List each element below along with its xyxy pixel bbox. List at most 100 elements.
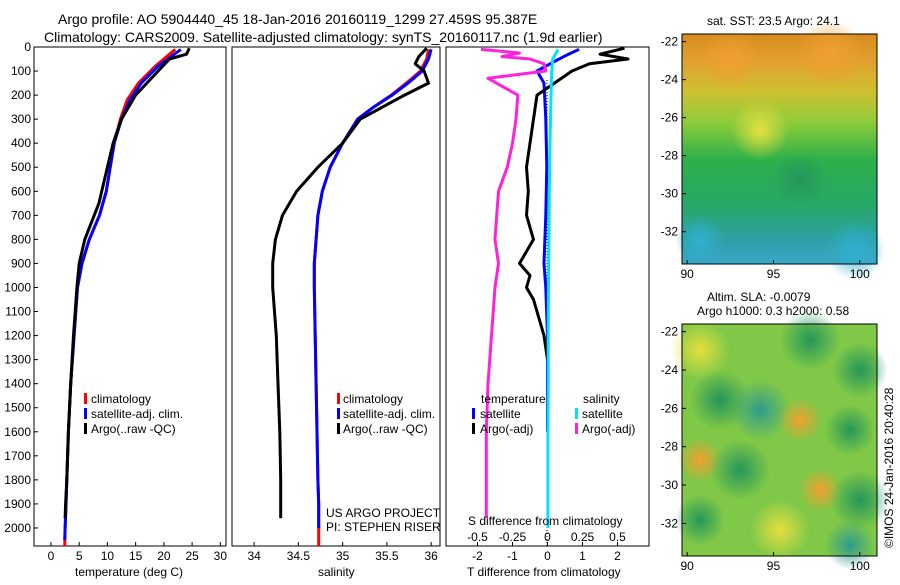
depth-tick-label: 1600 xyxy=(4,425,31,439)
series-line-satellite-adj-clim- xyxy=(312,49,433,528)
x-tick-label: 30 xyxy=(214,549,228,563)
figure-title-line1: Argo profile: AO 5904440_45 18-Jan-2016 … xyxy=(58,11,537,27)
legend-swatch-temp-argo xyxy=(472,423,475,434)
depth-tick-label: 1400 xyxy=(4,377,31,391)
x-tick-label: 2 xyxy=(614,549,621,563)
map-x-tick-label: 100 xyxy=(850,267,870,281)
map-x-tick-label: 95 xyxy=(767,559,781,573)
sla-map-texture xyxy=(670,310,890,570)
legend-label-climatology: climatology xyxy=(343,392,403,406)
sst-map-frame xyxy=(681,33,878,265)
depth-tick-label: 0 xyxy=(24,40,31,54)
map-y-tick-label: -32 xyxy=(661,516,679,530)
series-line-salinity-argo-adj- xyxy=(480,47,548,519)
depth-tick-label: 1700 xyxy=(4,449,31,463)
x-tick-label: -2 xyxy=(472,549,483,563)
map-y-tick-label: -26 xyxy=(661,111,679,125)
sst-map-panel: sat. SST: 23.5 Argo: 24.1 90 95 100 -22 -24 -… xyxy=(661,14,885,281)
sst-map-texture xyxy=(675,20,885,280)
map-x-tick-label: 90 xyxy=(680,267,694,281)
depth-tick-label: 100 xyxy=(11,64,31,78)
map-y-tick-label: -28 xyxy=(661,149,679,163)
x-tick-label: 1 xyxy=(579,549,586,563)
depth-tick-label: 200 xyxy=(11,88,31,102)
temperature-axes-frame xyxy=(33,46,227,547)
figure-title-line2: Climatology: CARS2009. Satellite-adjuste… xyxy=(44,29,602,45)
series-line-salinity-satellite xyxy=(546,48,560,528)
imos-credit: ©IMOS 24-Jan-2016 20:40:28 xyxy=(882,387,896,548)
legend-label-argo: Argo(..raw -QC) xyxy=(343,422,428,436)
x-tick-label: 10 xyxy=(101,549,115,563)
x-tick-label: 35 xyxy=(336,549,350,563)
s-difference-tick-labels: -0.5 -0.25 0 0.25 0.5 xyxy=(467,530,626,544)
legend-label-temp-satellite: satellite xyxy=(480,407,521,421)
legend-swatch-temp-satellite xyxy=(472,408,475,419)
legend-swatch-sal-satellite xyxy=(575,408,578,419)
map-y-tick-label: -30 xyxy=(661,478,679,492)
sla-map-panel: Altim. SLA: -0.0079 Argo h1000: 0.3 h200… xyxy=(661,290,890,573)
x-tick-label: 20 xyxy=(157,549,171,563)
temperature-tick-labels: 0 5 10 15 20 25 30 xyxy=(48,542,228,563)
map-y-tick-label: -26 xyxy=(661,401,679,415)
s-difference-axis-label: S difference from climatology xyxy=(468,514,623,528)
x-tick-label: 15 xyxy=(129,549,143,563)
x-tick-label: 34 xyxy=(247,549,261,563)
map-y-tick-label: -24 xyxy=(661,73,679,87)
sla-map-frame xyxy=(681,323,878,557)
sst-map-title: sat. SST: 23.5 Argo: 24.1 xyxy=(707,14,840,28)
difference-legend: temperature salinity satellite Argo(-adj… xyxy=(472,392,635,436)
map-y-tick-label: -22 xyxy=(661,35,679,49)
sla-map-tick-labels: 90 95 100 -22 -24 -26 -28 -30 -32 xyxy=(661,325,870,573)
legend-label-climatology: climatology xyxy=(91,392,151,406)
legend-swatch-argo xyxy=(337,423,340,434)
salinity-axis-label: salinity xyxy=(318,565,355,579)
series-line-satellite-adj-clim- xyxy=(63,48,182,541)
salinity-legend: climatology satellite-adj. clim. Argo(..… xyxy=(337,392,435,436)
project-annotation: US ARGO PROJECT xyxy=(326,506,441,520)
s-tick-label: -0.25 xyxy=(499,530,527,544)
difference-panel: -2 -1 0 1 2 -0.5 -0.25 0 0.25 0.5 S difference f… xyxy=(445,46,650,579)
x-tick-label: 5 xyxy=(76,549,83,563)
legend-swatch-climatology xyxy=(84,393,87,404)
s-tick-label: 0.25 xyxy=(571,530,595,544)
x-tick-label: 0 xyxy=(544,549,551,563)
depth-tick-labels: 0 100 200 300 400 500 600 700 800 900 1000 1100 1200… xyxy=(4,40,38,535)
series-line-argo-raw-qc- xyxy=(63,47,191,519)
t-difference-tick-labels: -2 -1 0 1 2 xyxy=(472,542,621,563)
temperature-legend: climatology satellite-adj. clim. Argo(..… xyxy=(84,392,183,436)
depth-tick-label: 1500 xyxy=(4,401,31,415)
map-x-tick-label: 100 xyxy=(850,559,870,573)
sst-map-tick-labels: 90 95 100 -22 -24 -26 -28 -30 -32 xyxy=(661,35,870,281)
salinity-series xyxy=(271,47,433,546)
sla-map-title: Altim. SLA: -0.0079 xyxy=(707,290,811,304)
x-tick-label: 34.5 xyxy=(287,549,311,563)
pi-annotation: PI: STEPHEN RISER xyxy=(326,520,441,534)
depth-tick-label: 800 xyxy=(11,232,31,246)
depth-tick-label: 500 xyxy=(11,160,31,174)
legend-swatch-satellite xyxy=(84,408,87,419)
depth-tick-label: 700 xyxy=(11,208,31,222)
legend-label-sal-satellite: satellite xyxy=(582,407,623,421)
map-y-tick-label: -32 xyxy=(661,225,679,239)
legend-swatch-argo xyxy=(84,423,87,434)
legend-label-temp-argo: Argo(-adj) xyxy=(480,422,533,436)
legend-label-sal-argo: Argo(-adj) xyxy=(582,422,635,436)
depth-tick-label: 1000 xyxy=(4,280,31,294)
x-tick-label: 35.5 xyxy=(375,549,399,563)
depth-tick-label: 1800 xyxy=(4,473,31,487)
t-difference-axis-label: T difference from climatology xyxy=(467,565,621,579)
legend-swatch-satellite xyxy=(337,408,340,419)
legend-label-argo: Argo(..raw -QC) xyxy=(91,422,176,436)
salinity-panel: 34 34.5 35 35.5 36 salinity climatology sate… xyxy=(231,46,441,579)
series-line-temperature-satellite xyxy=(535,48,580,432)
temperature-axis-label: temperature (deg C) xyxy=(75,565,183,579)
depth-tick-label: 2000 xyxy=(4,521,31,535)
s-tick-label: 0.5 xyxy=(609,530,626,544)
depth-tick-label: 1100 xyxy=(5,305,31,319)
depth-tick-label: 900 xyxy=(11,256,31,270)
map-x-tick-label: 90 xyxy=(680,559,694,573)
x-tick-label: 25 xyxy=(185,549,199,563)
x-tick-label: -1 xyxy=(507,549,518,563)
